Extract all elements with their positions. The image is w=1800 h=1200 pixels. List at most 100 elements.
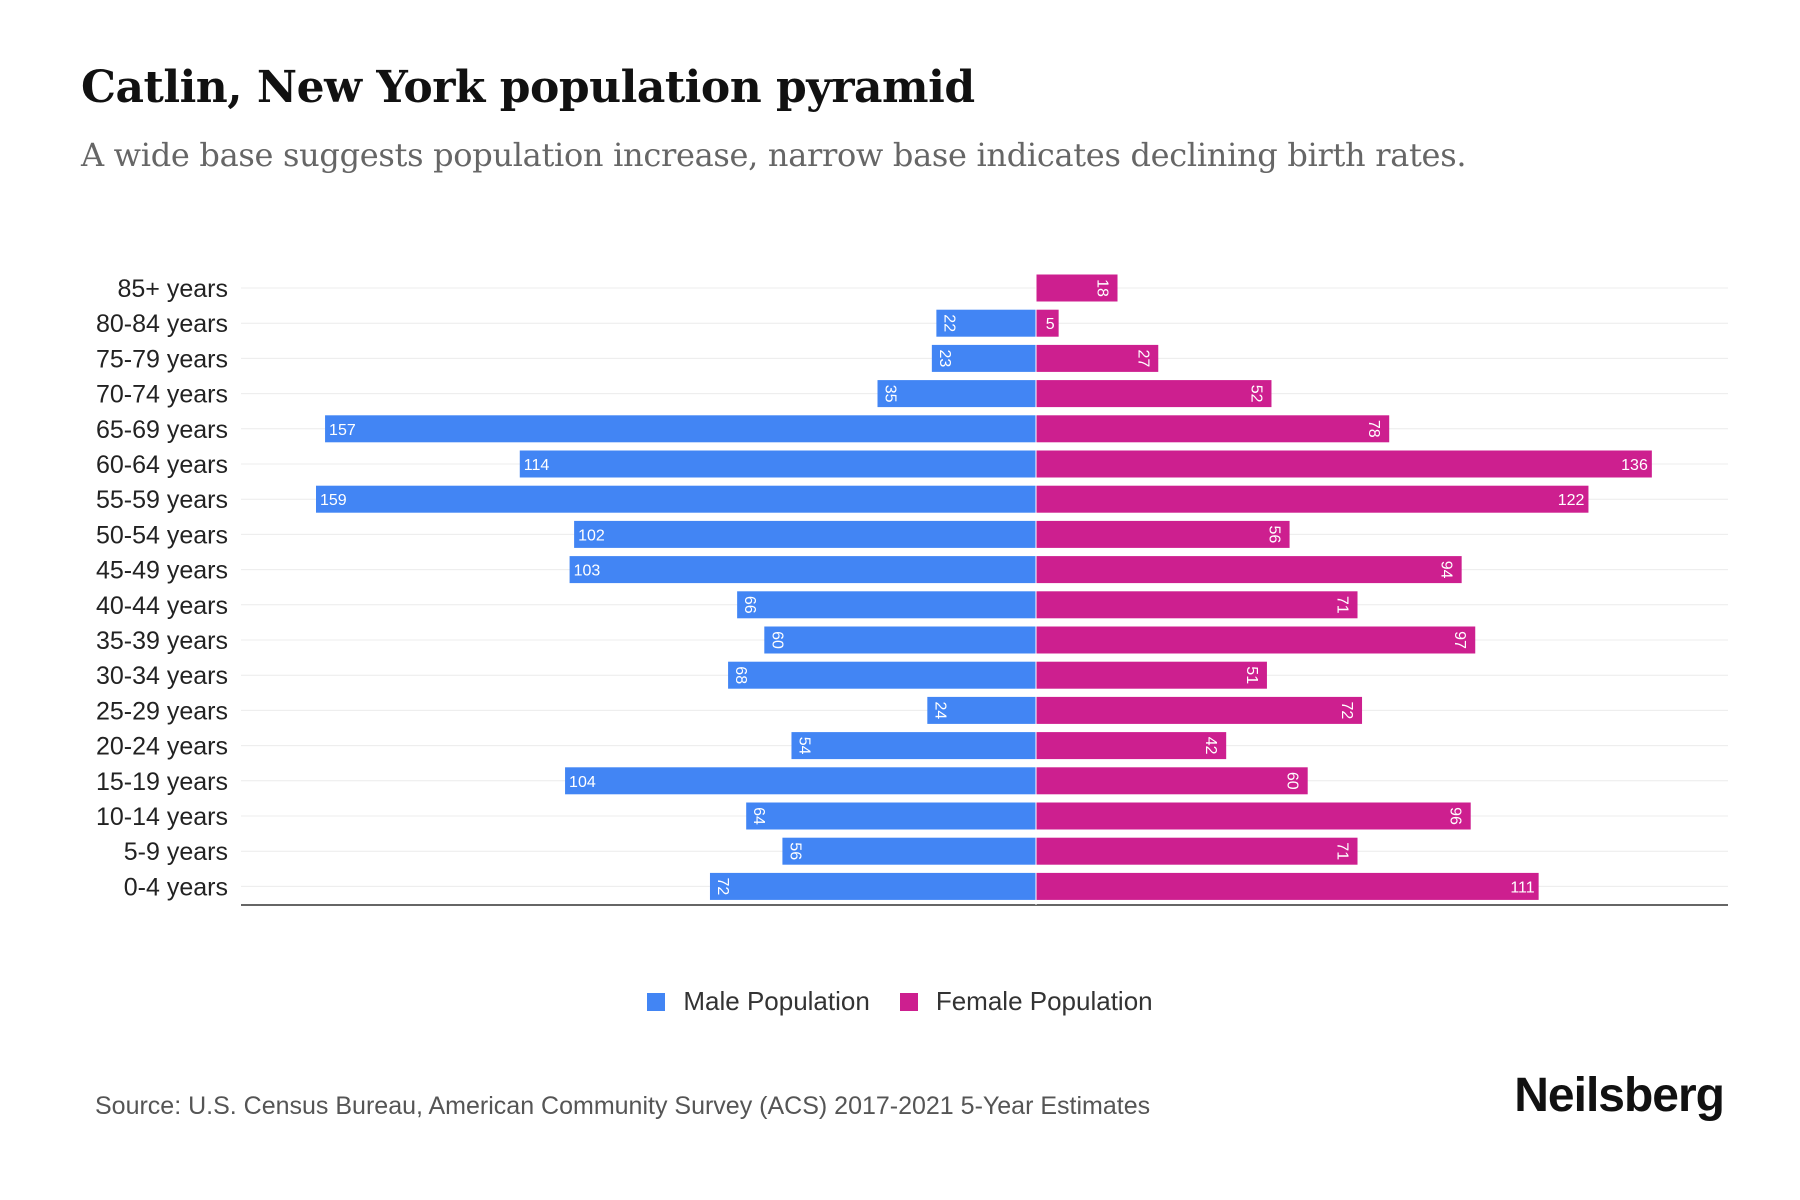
y-tick-label: 50-54 years xyxy=(96,521,228,549)
legend-item-male: Male Population xyxy=(647,986,870,1017)
female-bar xyxy=(1036,520,1290,548)
y-tick-label: 75-79 years xyxy=(96,345,228,373)
chart-title: Catlin, New York population pyramid xyxy=(81,62,975,113)
data-label: 56 xyxy=(786,842,803,860)
data-label: 24 xyxy=(931,702,948,720)
data-label: 136 xyxy=(1621,457,1648,474)
female-bar xyxy=(1036,556,1462,584)
data-label: 56 xyxy=(1266,526,1283,544)
data-label: 114 xyxy=(524,457,550,474)
y-tick-label: 85+ years xyxy=(118,275,229,303)
y-tick-label: 0-4 years xyxy=(124,873,228,901)
data-label: 72 xyxy=(714,878,731,896)
data-label: 103 xyxy=(574,563,601,580)
female-bar xyxy=(1036,591,1358,619)
data-label: 18 xyxy=(1094,279,1111,297)
y-tick-label: 40-44 years xyxy=(96,592,228,620)
data-label: 51 xyxy=(1243,666,1260,684)
female-bar xyxy=(1036,837,1358,865)
female-bar xyxy=(1036,274,1118,302)
data-label: 52 xyxy=(1247,385,1264,403)
female-bar xyxy=(1036,872,1539,900)
data-label: 96 xyxy=(1447,807,1464,825)
chart-subtitle: A wide base suggests population increase… xyxy=(81,136,1467,174)
y-tick-label: 45-49 years xyxy=(96,557,228,585)
data-label: 104 xyxy=(569,774,596,791)
data-label: 64 xyxy=(750,807,767,825)
y-tick-label: 30-34 years xyxy=(96,662,228,690)
female-bar xyxy=(1036,344,1159,372)
y-tick-label: 5-9 years xyxy=(124,838,228,866)
data-label: 111 xyxy=(1510,879,1534,896)
male-bar xyxy=(936,309,1036,337)
data-label: 72 xyxy=(1338,702,1355,720)
female-bar xyxy=(1036,309,1059,337)
legend-label-female: Female Population xyxy=(935,986,1153,1016)
data-label: 68 xyxy=(732,666,749,684)
neilsberg-logo: Neilsberg xyxy=(1514,1069,1725,1122)
female-bar xyxy=(1036,450,1652,478)
male-bar xyxy=(709,872,1036,900)
data-label: 157 xyxy=(329,422,356,439)
female-bar xyxy=(1036,380,1272,408)
male-bar xyxy=(927,696,1036,724)
data-label: 66 xyxy=(741,596,758,614)
pyramid-chart: 85+ years 18 80-84 years 22 5 75-79 years 23 27… xyxy=(96,274,1728,906)
y-tick-label: 70-74 years xyxy=(96,381,228,409)
legend-swatch-male xyxy=(647,992,666,1011)
male-bar xyxy=(569,556,1036,584)
data-label: 60 xyxy=(1284,772,1301,790)
y-tick-label: 20-24 years xyxy=(96,733,228,761)
data-label: 102 xyxy=(578,527,605,544)
data-label: 42 xyxy=(1202,737,1219,755)
data-label: 122 xyxy=(1558,492,1585,509)
source-note: Source: U.S. Census Bureau, American Com… xyxy=(95,1092,1151,1120)
legend-item-female: Female Population xyxy=(899,986,1153,1017)
y-tick-label: 10-14 years xyxy=(96,803,228,831)
y-tick-label: 65-69 years xyxy=(96,416,228,444)
data-label: 71 xyxy=(1334,842,1351,860)
male-bar xyxy=(737,591,1036,619)
male-bar xyxy=(931,344,1036,372)
female-bar xyxy=(1036,415,1390,443)
data-label: 97 xyxy=(1451,631,1468,649)
data-label: 27 xyxy=(1134,350,1151,368)
y-tick-label: 60-64 years xyxy=(96,451,228,479)
female-bar xyxy=(1036,767,1308,795)
female-bar xyxy=(1036,732,1227,760)
female-bar xyxy=(1036,661,1267,689)
legend: Male Population Female Population xyxy=(0,986,1800,1017)
male-bar xyxy=(565,767,1036,795)
legend-swatch-female xyxy=(899,992,918,1011)
y-tick-label: 25-29 years xyxy=(96,697,228,725)
data-label: 159 xyxy=(320,492,347,509)
data-label: 22 xyxy=(940,314,957,332)
female-bar xyxy=(1036,626,1476,654)
female-bar xyxy=(1036,802,1471,830)
male-bar xyxy=(316,485,1036,513)
male-bar xyxy=(764,626,1036,654)
data-label: 54 xyxy=(795,737,812,755)
male-bar xyxy=(574,520,1036,548)
male-bar xyxy=(746,802,1036,830)
y-tick-label: 15-19 years xyxy=(96,768,228,796)
male-bar xyxy=(325,415,1036,443)
data-label: 5 xyxy=(1046,316,1055,333)
legend-label-male: Male Population xyxy=(683,986,870,1016)
male-bar xyxy=(728,661,1036,689)
female-bar xyxy=(1036,696,1363,724)
data-label: 71 xyxy=(1334,596,1351,614)
male-bar xyxy=(782,837,1036,865)
data-label: 78 xyxy=(1365,420,1382,438)
y-tick-label: 35-39 years xyxy=(96,627,228,655)
female-bar xyxy=(1036,485,1589,513)
y-tick-label: 55-59 years xyxy=(96,486,228,514)
data-label: 35 xyxy=(882,385,899,403)
data-label: 94 xyxy=(1438,561,1455,579)
data-label: 23 xyxy=(936,350,953,368)
data-label: 60 xyxy=(768,631,785,649)
male-bar xyxy=(791,732,1036,760)
male-bar xyxy=(519,450,1036,478)
male-bar xyxy=(877,380,1036,408)
y-tick-label: 80-84 years xyxy=(96,310,228,338)
